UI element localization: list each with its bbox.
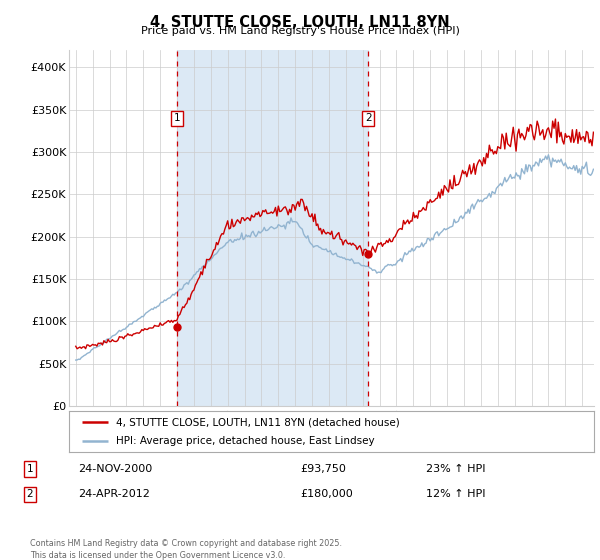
Text: 2: 2 xyxy=(26,489,34,500)
Text: HPI: Average price, detached house, East Lindsey: HPI: Average price, detached house, East… xyxy=(116,436,375,446)
Text: Contains HM Land Registry data © Crown copyright and database right 2025.
This d: Contains HM Land Registry data © Crown c… xyxy=(30,539,342,559)
Text: Price paid vs. HM Land Registry's House Price Index (HPI): Price paid vs. HM Land Registry's House … xyxy=(140,26,460,36)
Text: 2: 2 xyxy=(365,113,371,123)
Text: 1: 1 xyxy=(26,464,34,474)
Bar xyxy=(177,50,368,406)
Text: 1: 1 xyxy=(174,113,181,123)
Text: 4, STUTTE CLOSE, LOUTH, LN11 8YN (detached house): 4, STUTTE CLOSE, LOUTH, LN11 8YN (detach… xyxy=(116,417,400,427)
Text: 23% ↑ HPI: 23% ↑ HPI xyxy=(426,464,485,474)
Text: 24-APR-2012: 24-APR-2012 xyxy=(78,489,150,500)
Text: 4, STUTTE CLOSE, LOUTH, LN11 8YN: 4, STUTTE CLOSE, LOUTH, LN11 8YN xyxy=(150,15,450,30)
Text: £180,000: £180,000 xyxy=(300,489,353,500)
Text: £93,750: £93,750 xyxy=(300,464,346,474)
Text: 24-NOV-2000: 24-NOV-2000 xyxy=(78,464,152,474)
Text: 12% ↑ HPI: 12% ↑ HPI xyxy=(426,489,485,500)
